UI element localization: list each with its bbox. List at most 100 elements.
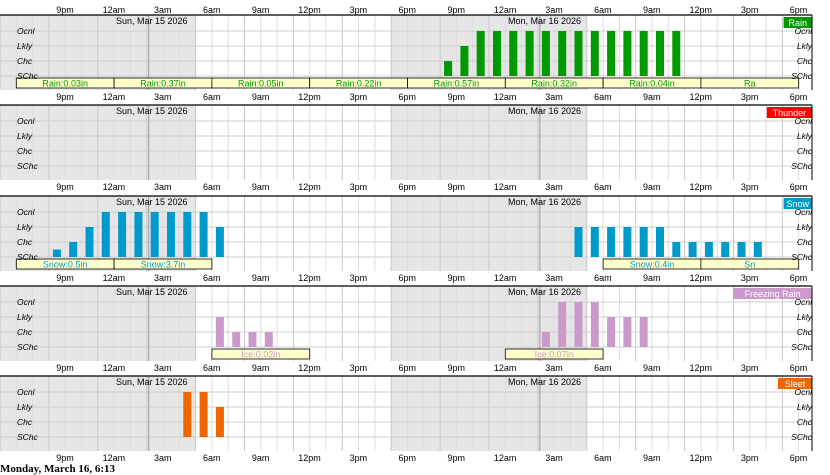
tick-label: 12am	[494, 5, 517, 15]
tick-label: 12pm	[298, 273, 321, 283]
level-label-right: Ocnl	[795, 387, 814, 397]
tick-label: 12pm	[689, 182, 712, 192]
bar	[607, 31, 616, 76]
bar	[215, 317, 224, 347]
level-label-left: Chc	[17, 56, 33, 66]
tick-label: 9am	[252, 92, 270, 102]
tick-label: 6am	[203, 5, 221, 15]
level-label-right: Lkly	[797, 402, 813, 412]
level-label-right: SChc	[791, 432, 813, 442]
amount-label: Rain:0.05in	[238, 79, 284, 89]
tick-label: 9am	[643, 182, 661, 192]
level-label-right: SChc	[791, 342, 813, 352]
panel-title: Thunder	[773, 108, 807, 118]
level-label-left: Chc	[17, 146, 33, 156]
level-label-left: SChc	[17, 342, 39, 352]
bar	[590, 227, 599, 257]
bar	[639, 317, 648, 347]
tick-label: 6am	[203, 363, 221, 373]
tick-label: 6am	[203, 273, 221, 283]
bar	[753, 242, 762, 257]
panel-title: Snow	[787, 199, 810, 209]
tick-label: 12am	[494, 182, 517, 192]
tick-label: 3pm	[741, 273, 759, 283]
bar	[85, 227, 94, 257]
level-label-left: Chc	[17, 327, 33, 337]
amount-label: Ice:0.02in	[241, 350, 280, 360]
tick-label: 12pm	[689, 92, 712, 102]
level-label-right: Chc	[797, 327, 813, 337]
bar	[215, 227, 224, 257]
tick-label: 9pm	[447, 182, 465, 192]
level-label-left: Lkly	[17, 402, 33, 412]
level-label-right: Ocnl	[795, 207, 814, 217]
level-label-left: SChc	[17, 71, 39, 81]
tick-label: 12am	[103, 273, 126, 283]
tick-label: 3am	[154, 273, 172, 283]
panel-badge	[766, 107, 812, 118]
tick-label: 12pm	[298, 182, 321, 192]
tick-label: 9am	[252, 182, 270, 192]
tick-label: 9pm	[447, 453, 465, 463]
bar	[672, 242, 681, 257]
bar	[574, 31, 583, 76]
tick-label: 6am	[203, 182, 221, 192]
tick-label: 3am	[545, 363, 563, 373]
day-label: Sun, Mar 15 2026	[116, 16, 188, 26]
tick-label: 6pm	[790, 182, 808, 192]
tick-label: 9am	[643, 363, 661, 373]
tick-label: 12am	[103, 5, 126, 15]
tick-label: 9pm	[447, 5, 465, 15]
level-label-right: Chc	[797, 417, 813, 427]
tick-label: 12pm	[298, 363, 321, 373]
level-label-right: Lkly	[797, 131, 813, 141]
bar	[541, 31, 550, 76]
chart-panel-sleet: Ocnl Ocnl Lkly Lkly Chc Chc SChc SChc Sun, Mar 1…	[0, 375, 814, 463]
day-label: Sun, Mar 15 2026	[116, 287, 188, 297]
panel-badge	[778, 378, 812, 389]
bar	[688, 242, 697, 257]
level-label-right: SChc	[791, 161, 813, 171]
tick-label: 9pm	[56, 92, 74, 102]
level-label-left: Chc	[17, 417, 33, 427]
bar	[558, 302, 567, 347]
tick-label: 3pm	[350, 5, 368, 15]
bar	[639, 227, 648, 257]
tick-label: 9am	[252, 5, 270, 15]
tick-label: 12pm	[689, 5, 712, 15]
day-label: Mon, Mar 16 2026	[508, 106, 581, 116]
tick-label: 6pm	[399, 5, 417, 15]
amount-label: Ice:0.07in	[535, 350, 574, 360]
tick-label: 9pm	[56, 182, 74, 192]
tick-label: 12pm	[298, 92, 321, 102]
bar	[134, 212, 143, 257]
tick-label: 3am	[154, 5, 172, 15]
tick-label: 3pm	[741, 453, 759, 463]
bar	[199, 212, 208, 257]
tick-label: 9pm	[447, 363, 465, 373]
tick-label: 6pm	[399, 363, 417, 373]
tick-label: 12pm	[689, 273, 712, 283]
tick-label: 6pm	[790, 453, 808, 463]
level-label-right: Lkly	[797, 41, 813, 51]
amount-label: Rain:0.32in	[531, 79, 577, 89]
tick-label: 3pm	[350, 363, 368, 373]
tick-label: 6am	[594, 5, 612, 15]
bar	[52, 249, 61, 257]
amount-box	[113, 258, 213, 270]
amount-label: Rain:0.04in	[629, 79, 675, 89]
tick-label: 6am	[594, 182, 612, 192]
amount-label: Ra	[744, 79, 756, 89]
tick-label: 12am	[103, 453, 126, 463]
level-label-left: Ocnl	[17, 207, 36, 217]
tick-label: 3pm	[350, 453, 368, 463]
bar	[721, 242, 730, 257]
bar	[607, 317, 616, 347]
amount-label: Sn	[744, 260, 755, 270]
bar	[183, 392, 192, 437]
bar	[704, 242, 713, 257]
footer-date: Monday, March 16, 6:13	[0, 463, 115, 475]
tick-label: 12am	[103, 92, 126, 102]
level-label-right: Chc	[797, 146, 813, 156]
